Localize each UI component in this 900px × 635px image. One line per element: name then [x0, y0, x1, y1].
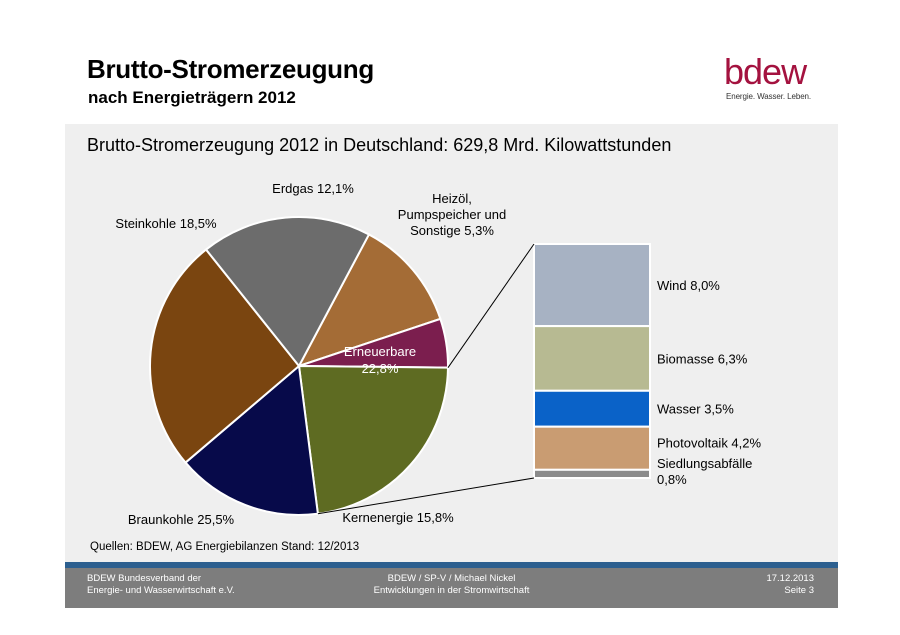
page-title: Brutto-Stromerzeugung — [87, 54, 374, 84]
page-subtitle: nach Energieträgern 2012 — [88, 88, 296, 107]
breakdown-bar-wasser — [533, 389, 651, 428]
footer-date-page: 17.12.2013 Seite 3 — [766, 573, 814, 597]
slice-label-heizoel-pumpspeicher-und-sonstige: Heizöl, Pumpspeicher und Sonstige 5,3% — [398, 191, 506, 238]
bdew-logo: bdew Energie. Wasser. Leben. — [722, 52, 818, 104]
logo-wordmark: bdew — [724, 51, 807, 92]
footer-date: 17.12.2013 — [766, 573, 814, 584]
pie-slice-steinkohle — [204, 216, 371, 368]
breakdown-bar-siedlungsabfaelle — [533, 468, 651, 480]
breakdown-label-photovoltaik: Photovoltaik 4,2% — [657, 436, 762, 451]
breakdown-bar-biomasse — [533, 325, 651, 392]
footer-page: Seite 3 — [784, 585, 814, 596]
pie-slice-erneuerbare — [297, 364, 450, 515]
footer: BDEW Bundesverband der Energie- und Wass… — [65, 568, 838, 608]
slice-label-erneuerbare: Erneuerbare 22,8% — [344, 344, 416, 376]
footer-center-line1: BDEW / SP-V / Michael Nickel — [387, 573, 516, 584]
footer-author: BDEW / SP-V / Michael Nickel Entwicklung… — [65, 573, 838, 597]
source-note: Quellen: BDEW, AG Energiebilanzen Stand:… — [90, 541, 360, 553]
pie-slice-kernenergie — [184, 364, 319, 516]
pie-slice-erdgas — [296, 233, 442, 368]
slice-label-braunkohle: Braunkohle 25,5% — [128, 512, 235, 527]
chart-title: Brutto-Stromerzeugung 2012 in Deutschlan… — [87, 135, 672, 155]
breakdown-label-siedlungsabfaelle: Siedlungsabfälle 0,8% — [657, 456, 752, 487]
logo-tagline: Energie. Wasser. Leben. — [726, 92, 812, 101]
slice-label-kernenergie: Kernenergie 15,8% — [342, 510, 454, 525]
connector-line-bottom — [317, 477, 535, 515]
footer-center-line2: Entwicklungen in der Stromwirtschaft — [373, 585, 530, 596]
footer-accent-bar — [65, 562, 838, 568]
pie-slice-braunkohle — [149, 248, 301, 464]
footer-organization: BDEW Bundesverband der Energie- und Wass… — [87, 573, 235, 597]
connector-line-top — [447, 243, 535, 368]
breakdown-label-wasser: Wasser 3,5% — [657, 402, 734, 417]
slice-label-steinkohle: Steinkohle 18,5% — [115, 216, 217, 231]
footer-left-line1: BDEW Bundesverband der — [87, 573, 202, 584]
breakdown-bar-wind — [533, 243, 651, 328]
breakdown-label-wind: Wind 8,0% — [657, 278, 720, 293]
footer-left-line2: Energie- und Wasserwirtschaft e.V. — [87, 585, 235, 596]
breakdown-label-biomasse: Biomasse 6,3% — [657, 351, 748, 366]
breakdown-bar-photovoltaik — [533, 425, 651, 471]
slice-label-erdgas: Erdgas 12,1% — [272, 181, 354, 196]
